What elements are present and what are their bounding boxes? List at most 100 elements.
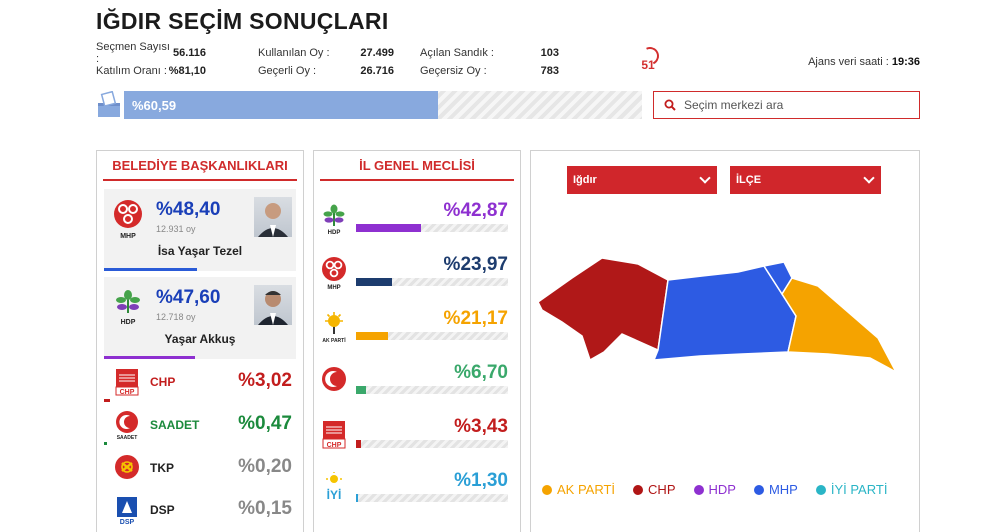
- svg-text:CHP: CHP: [327, 442, 342, 449]
- svg-text:MHP: MHP: [120, 233, 136, 239]
- legend-dot-icon: [753, 484, 764, 495]
- agency-label: Ajans veri saati :: [808, 56, 889, 68]
- legend-item: HDP: [693, 482, 736, 497]
- search-icon: [664, 99, 676, 111]
- party-percent: %0,15: [238, 498, 292, 519]
- stat-value: 783: [540, 65, 559, 77]
- stat-value: 27.499: [360, 47, 394, 59]
- chevron-down-icon: [863, 172, 875, 184]
- saadet-logo-icon: [322, 367, 346, 391]
- meclis-bar-fill: [356, 332, 389, 340]
- agency-time-value: 19:36: [891, 56, 920, 68]
- meclis-bar-track: [356, 494, 508, 502]
- svg-text:SAADET: SAADET: [117, 435, 138, 440]
- meclis-bar-fill: [356, 386, 367, 394]
- stats-column-3: Açılan Sandık : 103 Geçersiz Oy : 783: [420, 44, 559, 80]
- open-count-value: 51: [641, 58, 655, 72]
- stats-column-2: Kullanılan Oy : 27.499 Geçerli Oy : 26.716: [258, 44, 394, 80]
- province-select-value: Iğdır: [573, 174, 597, 186]
- meclis-party-row[interactable]: HDP %42,87: [316, 194, 516, 248]
- svg-text:AK PARTİ: AK PARTİ: [322, 337, 346, 344]
- saadet-logo-icon: SAADET: [116, 411, 138, 440]
- meclis-percent: %3,43: [454, 416, 508, 437]
- tkp-logo-icon: [115, 455, 139, 479]
- candidate-name: Yaşar Akkuş: [164, 332, 236, 346]
- svg-text:İYİ: İYİ: [327, 487, 342, 502]
- legend-label: CHP: [648, 482, 676, 497]
- legend-dot-icon: [693, 484, 704, 495]
- province-select[interactable]: Iğdır: [567, 166, 717, 194]
- progress-fill: [124, 91, 438, 119]
- meclis-bar-fill: [356, 440, 362, 448]
- candidate-card[interactable]: HDP %47,60 12.718 oy Yaşar Akkuş: [104, 277, 296, 359]
- party-vote-bar: [104, 399, 110, 402]
- stat-value: 56.116: [172, 47, 206, 59]
- district-map: [537, 257, 898, 374]
- candidate-vote-bar: [104, 356, 196, 359]
- svg-text:HDP: HDP: [328, 230, 341, 236]
- candidate-vote-bar: [104, 268, 197, 271]
- meclis-bar-track: [356, 440, 508, 448]
- legend-item: AK PARTİ: [542, 482, 615, 497]
- hdp-logo-icon: HDP: [323, 204, 345, 236]
- agency-time: Ajans veri saati : 19:36: [808, 56, 920, 68]
- meclis-party-row[interactable]: CHP %3,43: [316, 410, 516, 464]
- legend-item: CHP: [633, 482, 676, 497]
- meclis-percent: %1,30: [454, 470, 508, 491]
- party-vote-bar: [104, 442, 107, 445]
- meclis-panel: İL GENEL MECLİSİ: [313, 150, 521, 532]
- stat-label: Kullanılan Oy :: [258, 47, 330, 59]
- candidate-votes: 12.931 oy: [156, 224, 196, 234]
- district-select[interactable]: İLÇE: [730, 166, 881, 194]
- stat-value: %81,10: [168, 65, 206, 77]
- party-percent: %0,47: [238, 413, 292, 434]
- candidate-photo-avatar: [254, 285, 292, 325]
- party-row[interactable]: TKP %0,20: [104, 450, 296, 488]
- party-percent: %0,20: [238, 456, 292, 477]
- party-label: TKP: [150, 461, 174, 475]
- legend-item: İYİ PARTİ: [815, 482, 887, 497]
- dsp-logo-icon: DSP: [117, 497, 137, 525]
- party-row[interactable]: SAADET SAADET %0,47: [104, 407, 296, 445]
- legend-dot-icon: [542, 484, 552, 495]
- party-row[interactable]: DSP DSP %0,15: [104, 492, 296, 530]
- iyi-parti-logo-icon: İYİ: [326, 472, 342, 502]
- district-select-value: İLÇE: [736, 174, 762, 186]
- meclis-bar-track: [356, 332, 508, 340]
- search-input[interactable]: [684, 98, 904, 112]
- belediye-title: BELEDİYE BAŞKANLIKLARI: [103, 151, 297, 181]
- legend-label: MHP: [768, 482, 798, 497]
- stat-label: Katılım Oranı :: [96, 65, 167, 77]
- meclis-bar-fill: [356, 494, 358, 502]
- map-district-ak-parti[interactable]: [781, 277, 898, 374]
- candidate-card[interactable]: MHP %48,40 12.931 oy İsa Yaşar Tezel: [104, 189, 296, 271]
- svg-text:HDP: HDP: [121, 319, 136, 326]
- ak-parti-logo-icon: AK PARTİ: [322, 312, 346, 344]
- party-row[interactable]: CHP CHP %3,02: [104, 364, 296, 402]
- meclis-party-row[interactable]: AK PARTİ %21,17: [316, 302, 516, 356]
- map-legend: AK PARTİ CHP HDP MHP İYİ PARTİ: [542, 482, 887, 497]
- legend-item: MHP: [753, 482, 798, 497]
- svg-text:MHP: MHP: [327, 285, 340, 290]
- legend-dot-icon: [633, 484, 644, 495]
- search-box[interactable]: [653, 91, 920, 119]
- open-count-badge: 51: [636, 44, 662, 73]
- meclis-bar-track: [356, 386, 508, 394]
- candidate-percent: %48,40: [156, 199, 221, 220]
- stats-column-1: Seçmen Sayısı :56.116 Katılım Oranı : %81…: [96, 41, 206, 80]
- meclis-percent: %6,70: [454, 362, 508, 383]
- meclis-title: İL GENEL MECLİSİ: [320, 151, 514, 181]
- party-percent: %3,02: [238, 370, 292, 391]
- chevron-down-icon: [699, 172, 711, 184]
- meclis-bar-fill: [356, 224, 422, 232]
- progress-label: %60,59: [132, 98, 177, 113]
- meclis-bar-track: [356, 278, 508, 286]
- map-district-chp[interactable]: [537, 257, 669, 362]
- meclis-party-row[interactable]: MHP %23,97: [316, 248, 516, 302]
- meclis-bar-track: [356, 224, 508, 232]
- ballot-progress: %60,59: [96, 91, 642, 119]
- meclis-party-row[interactable]: İYİ %1,30: [316, 464, 516, 518]
- meclis-party-row[interactable]: %6,70: [316, 356, 516, 410]
- meclis-percent: %21,17: [443, 308, 508, 329]
- svg-text:DSP: DSP: [120, 519, 135, 525]
